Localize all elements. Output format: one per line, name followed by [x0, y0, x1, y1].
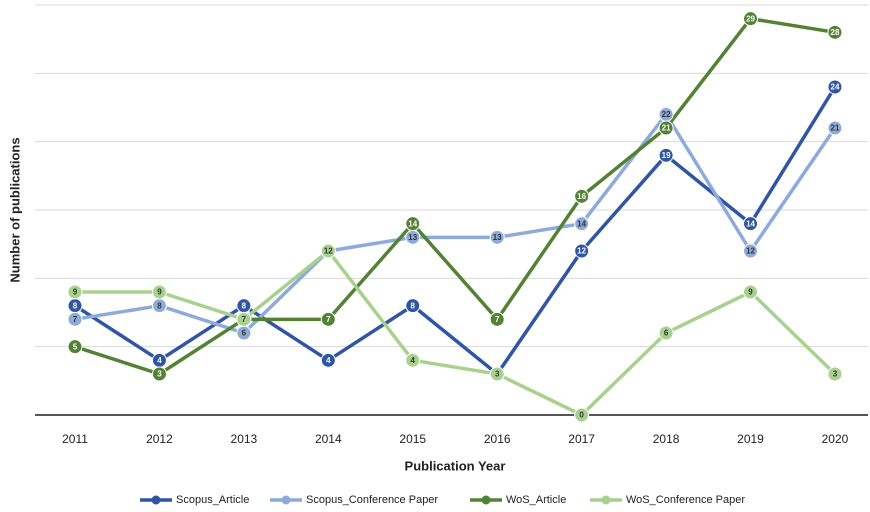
data-point [67, 284, 83, 300]
x-tick-label: 2017 [568, 432, 595, 446]
x-tick-label: 2012 [146, 432, 173, 446]
data-point [405, 216, 421, 232]
x-tick-label: 2013 [231, 432, 258, 446]
data-point [489, 366, 505, 382]
data-point [743, 243, 759, 259]
data-label: 4 [157, 356, 162, 365]
legend-label: Scopus_Article [176, 494, 249, 506]
data-point [320, 243, 336, 259]
data-point [827, 120, 843, 136]
data-label: 29 [746, 14, 755, 23]
series-line [74, 86, 837, 376]
legend-label: Scopus_Conference Paper [306, 494, 438, 506]
data-point [743, 284, 759, 300]
data-label: 12 [324, 247, 333, 256]
data-point [67, 311, 83, 327]
data-point [489, 229, 505, 245]
data-label: 3 [833, 370, 838, 379]
data-point [151, 284, 167, 300]
x-tick-label: 2015 [399, 432, 426, 446]
data-point [489, 311, 505, 327]
x-tick-label: 2014 [315, 432, 342, 446]
data-label: 7 [73, 315, 78, 324]
data-label: 8 [73, 301, 78, 310]
legend-label: WoS_Conference Paper [626, 494, 745, 506]
data-label: 21 [831, 124, 840, 133]
data-label: 14 [408, 219, 417, 228]
data-label: 21 [662, 124, 671, 133]
data-label: 16 [577, 192, 586, 201]
data-point [320, 311, 336, 327]
data-label: 8 [242, 301, 247, 310]
data-point [320, 352, 336, 368]
x-tick-label: 2020 [822, 432, 849, 446]
data-label: 4 [411, 356, 416, 365]
legend-label: WoS_Article [506, 494, 566, 506]
data-label: 9 [157, 288, 162, 297]
data-label: 24 [831, 83, 840, 92]
data-label: 7 [495, 315, 500, 324]
data-point [236, 311, 252, 327]
data-label: 19 [662, 151, 671, 160]
data-label: 14 [746, 219, 755, 228]
data-point [574, 188, 590, 204]
data-point [658, 147, 674, 163]
legend-marker [601, 495, 611, 505]
data-label: 5 [73, 342, 78, 351]
data-label: 8 [157, 301, 162, 310]
data-label: 7 [242, 315, 247, 324]
data-point [743, 216, 759, 232]
data-label: 28 [831, 28, 840, 37]
data-label: 3 [157, 370, 162, 379]
data-point [574, 243, 590, 259]
data-label: 6 [242, 329, 247, 338]
x-tick-label: 2019 [737, 432, 764, 446]
data-label: 22 [662, 110, 671, 119]
data-label: 3 [495, 370, 500, 379]
data-label: 9 [748, 288, 753, 297]
data-label: 8 [411, 301, 416, 310]
x-tick-label: 2016 [484, 432, 511, 446]
x-tick-label: 2011 [62, 432, 88, 446]
data-label: 12 [577, 247, 586, 256]
data-point [658, 120, 674, 136]
data-label: 9 [73, 288, 78, 297]
data-point [67, 339, 83, 355]
y-axis-label: Number of publications [7, 137, 22, 282]
data-label: 6 [664, 329, 669, 338]
data-label: 0 [579, 411, 584, 420]
data-point [658, 325, 674, 341]
series-line [74, 112, 837, 335]
data-point [405, 298, 421, 314]
data-point [151, 366, 167, 382]
data-point [574, 407, 590, 423]
x-tick-label: 2018 [653, 432, 680, 446]
data-label: 12 [746, 247, 755, 256]
data-point [574, 216, 590, 232]
data-point [827, 366, 843, 382]
data-label: 4 [326, 356, 331, 365]
data-label: 14 [577, 219, 586, 228]
data-label: 13 [493, 233, 502, 242]
series-line [75, 249, 837, 417]
x-axis-label: Publication Year [405, 458, 506, 473]
series-line [74, 16, 836, 376]
data-point [405, 352, 421, 368]
legend-marker [281, 495, 291, 505]
data-label: 13 [408, 233, 417, 242]
legend-marker [151, 495, 161, 505]
data-point [827, 24, 843, 40]
data-label: 7 [326, 315, 331, 324]
data-point [743, 11, 759, 27]
data-point [827, 79, 843, 95]
legend-marker [481, 495, 491, 505]
